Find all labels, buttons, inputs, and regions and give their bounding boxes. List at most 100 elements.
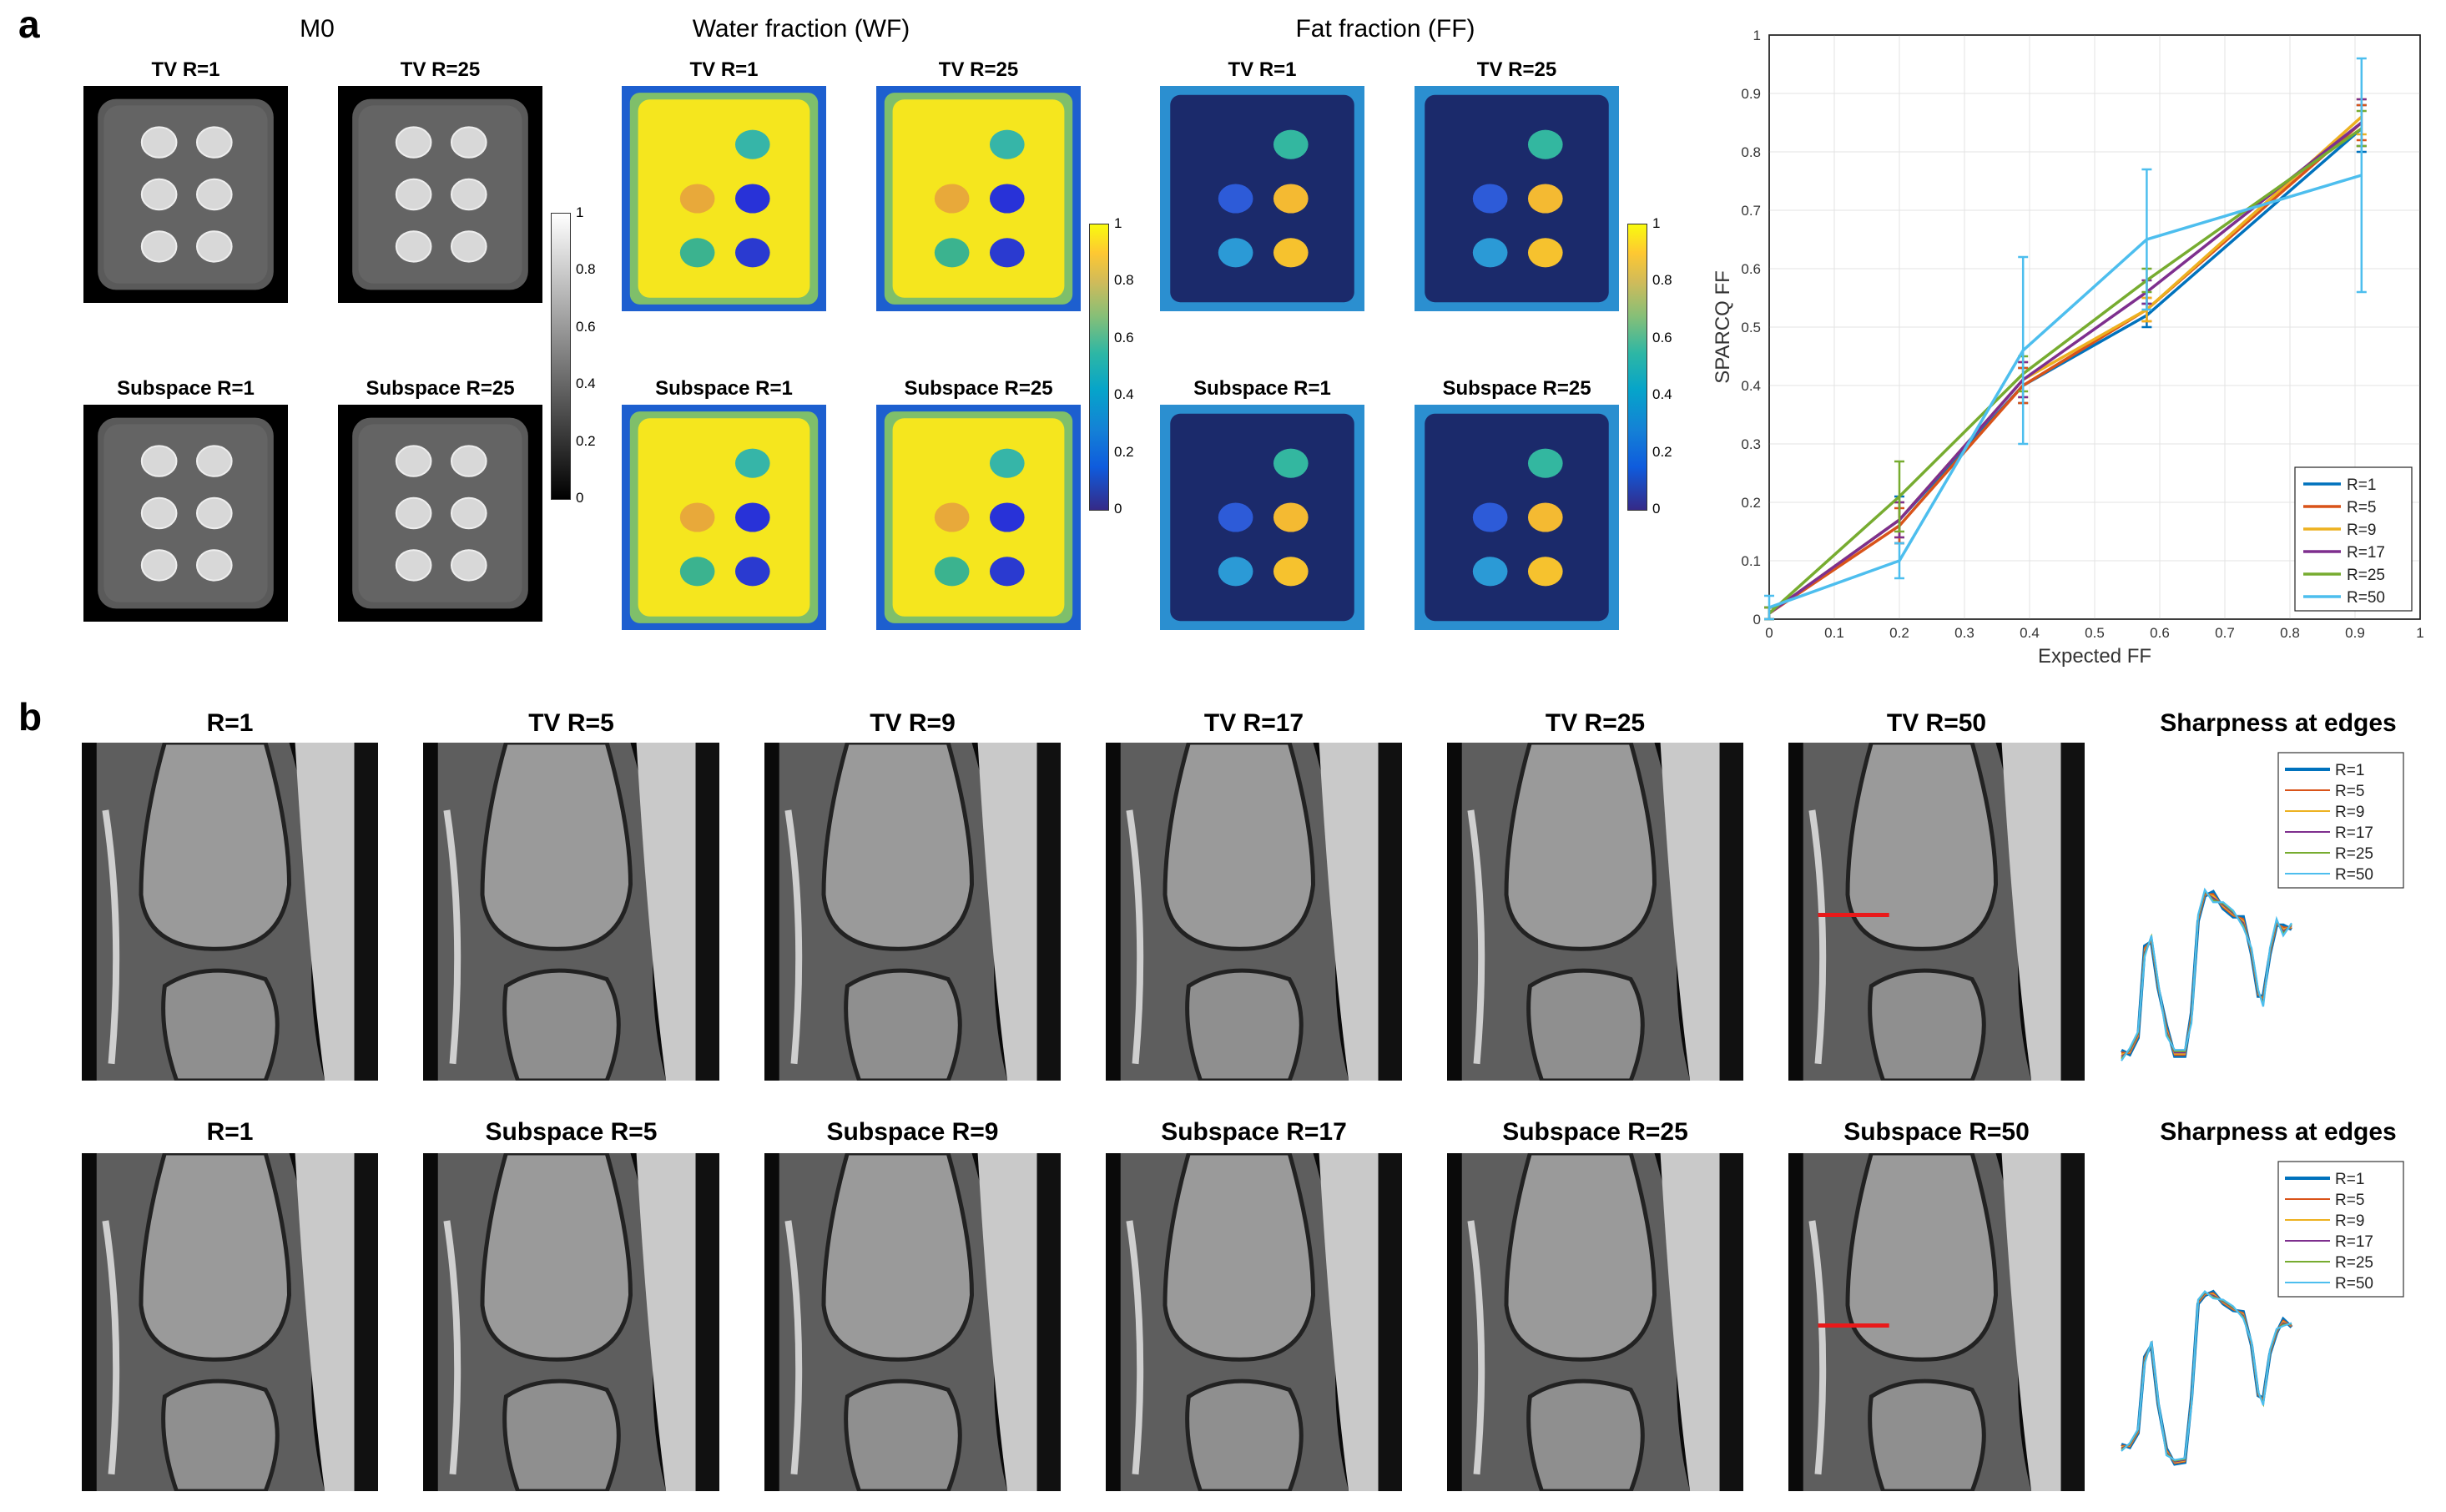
- knee-render: [82, 743, 378, 1081]
- knee-render: [423, 743, 719, 1081]
- y-tick-label: 0.2: [1741, 495, 1761, 511]
- knee-image-title: Subspace R=50: [1843, 1118, 2030, 1146]
- knee-image: [1447, 1153, 1743, 1491]
- colorbar-tick-label: 0.2: [1114, 443, 1134, 460]
- legend-label: R=5: [2335, 1192, 2364, 1209]
- knee-image-title: Subspace R=5: [485, 1118, 658, 1146]
- legend-label: R=50: [2347, 589, 2385, 607]
- legend-label: R=9: [2335, 804, 2364, 821]
- x-tick-label: 0.2: [1889, 625, 1909, 641]
- edge-profile: [2121, 887, 2292, 1061]
- colorbar-tick-label: 1: [1114, 215, 1122, 231]
- legend-label: R=17: [2347, 544, 2385, 562]
- m0-title-tv-r25: TV R=25: [400, 58, 481, 81]
- knee-image: [1106, 743, 1402, 1081]
- knee-image: [764, 743, 1061, 1081]
- legend-box: [2294, 466, 2413, 612]
- colorbar-tick-label: 0.6: [1114, 329, 1134, 345]
- legend-label: R=1: [2335, 762, 2364, 779]
- x-axis-label: Expected FF: [2038, 645, 2151, 668]
- colorbar-tick-label: 0.8: [1652, 272, 1672, 289]
- x-tick-label: 0.8: [2280, 625, 2300, 641]
- ff-image-tv-r25: [1415, 86, 1619, 311]
- ff-line-chart: 0 0.1 0.2 0.3 0.4 0.5 0.6 0.7 0.8 0.9 1 0 0.1 0.2 0.3 0…: [1712, 28, 2424, 668]
- knee-image-title: TV R=25: [1545, 709, 1646, 737]
- knee-image: [1447, 743, 1743, 1081]
- legend-label: R=17: [2335, 1233, 2373, 1251]
- wf-image-sub-r1: [622, 405, 826, 630]
- knee-render: [764, 1153, 1061, 1491]
- x-tick-label: 0.5: [2085, 625, 2105, 641]
- y-axis-label: SPARCQ FF: [1712, 270, 1734, 384]
- legend-box: [2277, 752, 2404, 889]
- knee-image: [423, 1153, 719, 1491]
- colorbar-tick-label: 1: [576, 204, 584, 220]
- colorbar-tick-label: 0: [576, 490, 584, 506]
- m0-image-sub-r1: [83, 405, 288, 622]
- panel-a-letter: a: [18, 3, 40, 46]
- knee-image: [82, 1153, 378, 1491]
- y-tick-label: 0.6: [1741, 261, 1761, 277]
- y-tick-label: 0.3: [1741, 436, 1761, 452]
- phantom-render: [622, 86, 826, 311]
- colorbar-tick-label: 0.6: [576, 318, 596, 335]
- wf-title-tv-r1: TV R=1: [689, 58, 759, 81]
- knee-image-title: TV R=50: [1886, 709, 1987, 737]
- ff-image-sub-r1: [1160, 405, 1364, 630]
- knee-render: [1788, 743, 2085, 1081]
- phantom-render: [876, 86, 1081, 311]
- sharpness-plot-row2: R=1 R=5 R=9 R=17 R=25 R=50: [2121, 1161, 2404, 1466]
- phantom-render: [1160, 405, 1364, 630]
- wf-colorbar: [1089, 224, 1109, 511]
- phantom-render: [352, 417, 528, 609]
- colorbar-tick-label: 1: [1652, 215, 1661, 231]
- legend-label: R=5: [2347, 499, 2376, 517]
- wf-title-tv-r25: TV R=25: [938, 58, 1019, 81]
- knee-image: [1788, 1153, 2085, 1491]
- knee-render: [82, 1153, 378, 1491]
- knee-render: [1447, 743, 1743, 1081]
- y-tick-label: 0.5: [1741, 320, 1761, 335]
- phantom-render: [622, 405, 826, 630]
- legend-label: R=5: [2335, 783, 2364, 800]
- phantom-render: [98, 98, 274, 290]
- knee-image: [423, 743, 719, 1081]
- colorbar-tick-label: 0: [1652, 501, 1661, 517]
- knee-render: [1447, 1153, 1743, 1491]
- knee-image-title: R=1: [206, 1118, 254, 1146]
- m0-image-tv-r25: [338, 86, 542, 303]
- legend-label: R=9: [2335, 1212, 2364, 1230]
- edge-profile: [2121, 1290, 2292, 1461]
- x-tick-label: 0.7: [2215, 625, 2235, 641]
- sharpness-title-row1: Sharpness at edges: [2160, 709, 2397, 737]
- ff-title-sub-r1: Subspace R=1: [1193, 377, 1331, 400]
- knee-image: [764, 1153, 1061, 1491]
- phantom-render: [1415, 405, 1619, 630]
- knee-image: [1788, 743, 2085, 1081]
- colorbar-tick-label: 0.8: [576, 261, 596, 278]
- wf-image-sub-r25: [876, 405, 1081, 630]
- knee-render: [423, 1153, 719, 1491]
- x-tick-label: 0.4: [2020, 625, 2040, 641]
- wf-image-tv-r1: [622, 86, 826, 311]
- colorbar-tick-label: 0.2: [1652, 443, 1672, 460]
- ff-image-sub-r25: [1415, 405, 1619, 630]
- y-tick-label: 0.7: [1741, 203, 1761, 219]
- colorbar-tick-label: 0.4: [1652, 386, 1672, 403]
- colorbar-tick-label: 0.6: [1652, 329, 1672, 345]
- ff-title-tv-r1: TV R=1: [1228, 58, 1297, 81]
- legend-label: R=25: [2347, 567, 2385, 584]
- x-tick-label: 1: [2416, 625, 2423, 641]
- x-tick-label: 0.3: [1954, 625, 1974, 641]
- legend-label: R=50: [2335, 866, 2373, 884]
- ff-title-tv-r25: TV R=25: [1476, 58, 1557, 81]
- phantom-render: [1160, 86, 1364, 311]
- phantom-render: [352, 98, 528, 290]
- knee-image: [82, 743, 378, 1081]
- y-tick-label: 0.1: [1741, 553, 1761, 569]
- knee-image-title: Subspace R=17: [1161, 1118, 1347, 1146]
- ff-title-sub-r25: Subspace R=25: [1442, 377, 1591, 400]
- legend-label: R=25: [2335, 1254, 2373, 1272]
- m0-colorbar: [551, 213, 571, 500]
- sharpness-title-row2: Sharpness at edges: [2160, 1118, 2397, 1146]
